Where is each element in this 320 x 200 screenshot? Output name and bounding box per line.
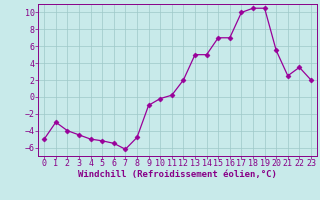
X-axis label: Windchill (Refroidissement éolien,°C): Windchill (Refroidissement éolien,°C) (78, 170, 277, 179)
